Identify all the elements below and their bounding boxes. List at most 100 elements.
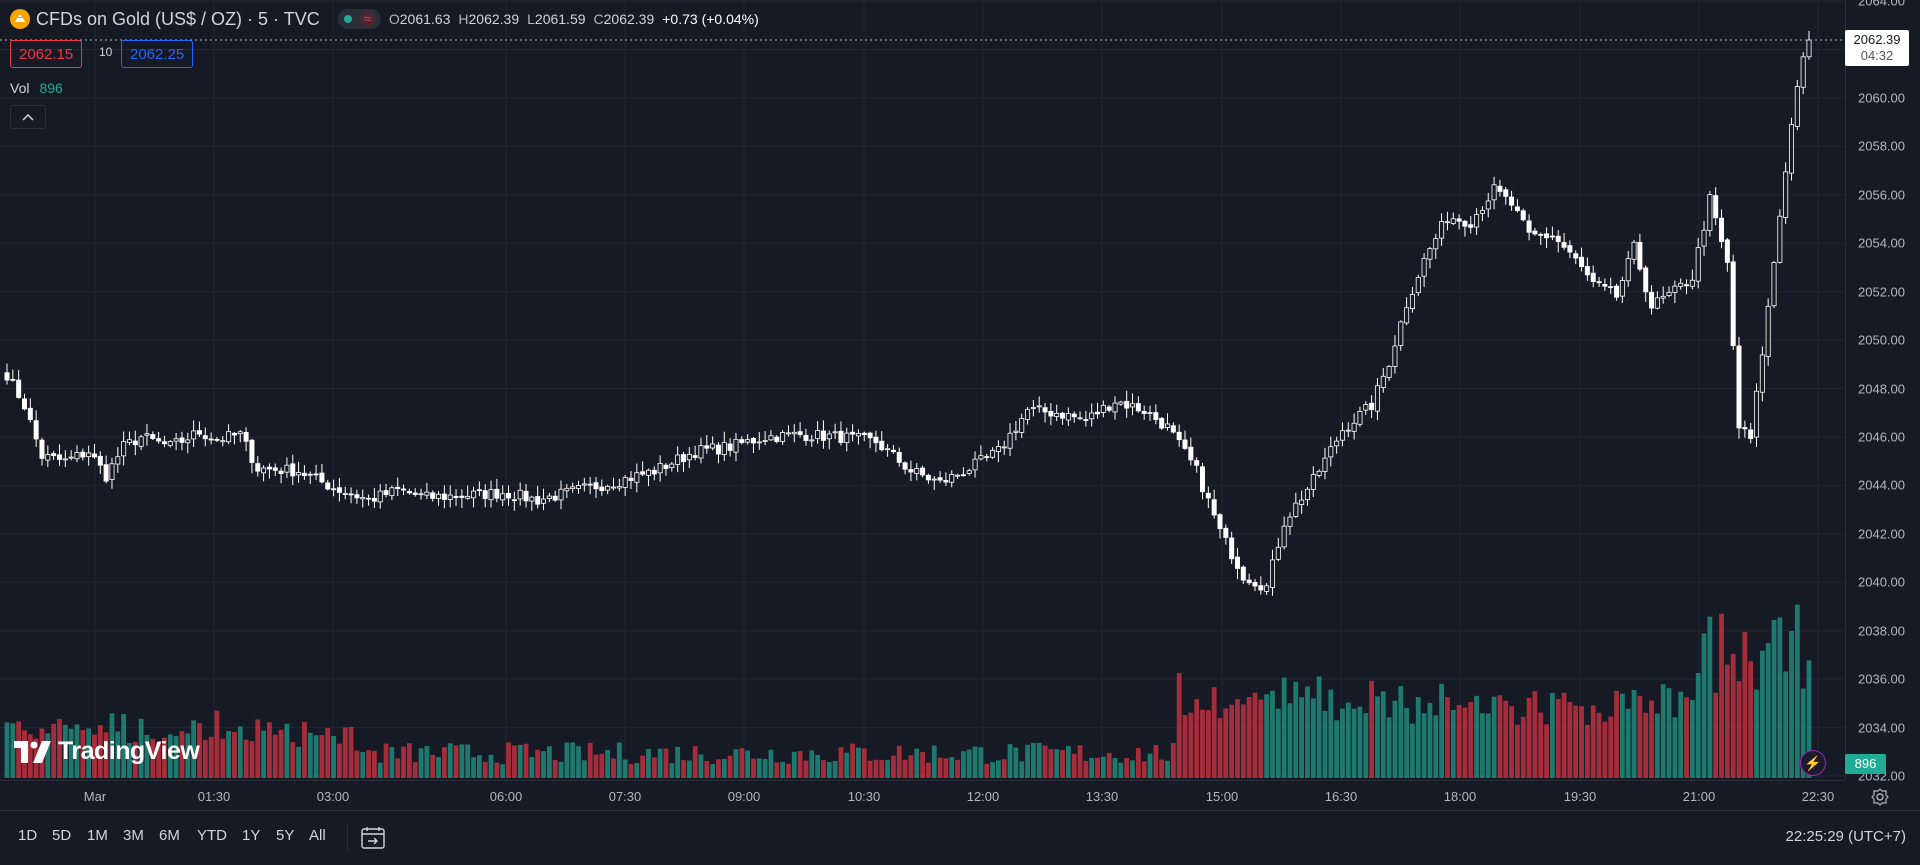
candle-body [680, 454, 686, 463]
volume-bar [249, 741, 255, 778]
candle-body [1614, 285, 1620, 298]
volume-bar [1666, 688, 1672, 778]
chart-pane[interactable]: CFDs on Gold (US$ / OZ) · 5 · TVC ≈ O206… [0, 0, 1845, 780]
price-tick: 2040.00 [1858, 574, 1905, 590]
market-status-pill[interactable]: ≈ [337, 9, 381, 29]
candle-body [1771, 262, 1777, 307]
collapse-legend-button[interactable] [10, 105, 46, 129]
volume-bar [581, 760, 587, 778]
data-delay-icon: ≈ [359, 11, 375, 27]
symbol-title[interactable]: CFDs on Gold (US$ / OZ) · 5 · TVC [36, 8, 320, 29]
buy-button[interactable]: 2062.25 [121, 40, 194, 68]
candle-body [1269, 559, 1275, 588]
volume-bar [1281, 677, 1287, 778]
settings-icon[interactable] [1870, 787, 1890, 807]
candle-body [1794, 86, 1800, 127]
candle-body [1328, 446, 1334, 458]
volume-bar [197, 723, 202, 778]
candle-body [243, 431, 249, 442]
price-tick: 2048.00 [1858, 381, 1905, 396]
candle-body [1374, 385, 1380, 412]
volume-bar [1433, 715, 1439, 778]
volume-bar [1351, 708, 1357, 778]
candle-body [278, 470, 284, 474]
candle-body [1194, 460, 1200, 466]
time-tick: 07:30 [608, 789, 642, 804]
volume-bar [1625, 708, 1631, 778]
volume-bar [529, 757, 535, 778]
candle-body [1468, 224, 1474, 228]
time-axis[interactable]: Mar 01:30 03:00 06:00 07:30 09:00 10:30 12:00 13… [0, 780, 1845, 811]
candle-body [803, 434, 809, 441]
candle-body [1649, 291, 1655, 309]
candle-body [972, 458, 978, 471]
candle-body [1409, 293, 1415, 310]
range-button-6m[interactable]: 6M [159, 827, 180, 844]
volume-bar [389, 747, 395, 778]
candle-body [45, 454, 51, 461]
volume-bar [10, 723, 16, 778]
candle-body [1777, 215, 1783, 263]
candle-body [1030, 407, 1036, 409]
volume-bar [494, 762, 500, 778]
volume-bar [109, 713, 115, 778]
sell-button[interactable]: 2062.15 [10, 40, 83, 68]
candle-body [1608, 286, 1614, 289]
candle-body [1573, 253, 1579, 259]
range-button-ytd[interactable]: YTD [197, 827, 227, 844]
range-button-1m[interactable]: 1M [87, 827, 108, 844]
volume-bar [1345, 702, 1351, 778]
range-button-5y[interactable]: 5Y [276, 827, 295, 844]
chart-canvas[interactable] [0, 0, 1845, 780]
volume-bar [1555, 699, 1561, 778]
tradingview-logo[interactable]: TradingView [14, 737, 200, 766]
range-button-5d[interactable]: 5D [52, 827, 72, 844]
volume-bar [1730, 653, 1736, 778]
chevron-up-icon [22, 113, 34, 121]
candle-body [313, 473, 319, 476]
volume-bar [366, 750, 371, 778]
volume-bar [926, 762, 931, 778]
candle-body [1392, 345, 1398, 367]
volume-bar [1118, 762, 1124, 778]
gold-symbol-icon [10, 9, 30, 29]
lightning-icon[interactable]: ⚡ [1800, 750, 1826, 776]
timezone-clock[interactable]: 22:25:29 (UTC+7) [1785, 828, 1906, 845]
volume-bar [1800, 688, 1806, 778]
volume-bar [891, 755, 896, 778]
volume-bar [1095, 757, 1100, 778]
candle-body [587, 483, 593, 486]
volume-bar [791, 751, 797, 778]
volume-name[interactable]: Vol [10, 80, 30, 96]
volume-bar [1287, 703, 1293, 778]
candle-body [33, 420, 39, 440]
go-to-date-icon[interactable] [360, 825, 386, 851]
volume-bar [844, 752, 850, 778]
volume-bar [1246, 696, 1252, 778]
range-button-1y[interactable]: 1Y [242, 827, 261, 844]
candle-body [1141, 411, 1147, 414]
candle-body [284, 464, 290, 473]
range-button-all[interactable]: All [309, 827, 326, 844]
candle-body [132, 440, 138, 446]
candle-body [774, 436, 780, 442]
volume-bar [1485, 713, 1491, 778]
volume-bar [1480, 713, 1485, 778]
high-label: H [458, 11, 469, 27]
price-axis[interactable]: 2064.002062.002060.002058.002056.002054.… [1845, 0, 1920, 784]
candle-body [1503, 189, 1509, 197]
volume-bar [80, 730, 86, 778]
volume-bar [86, 728, 92, 778]
candle-body [1083, 419, 1089, 421]
volume-bar [156, 742, 162, 778]
volume-bar [342, 727, 348, 778]
candle-body [208, 438, 214, 441]
candle-body [850, 431, 856, 435]
candle-body [1240, 566, 1246, 581]
volume-bar [62, 724, 68, 778]
volume-bar [1170, 743, 1176, 778]
range-button-3m[interactable]: 3M [123, 827, 144, 844]
candle-body [471, 490, 477, 499]
range-button-1d[interactable]: 1D [18, 827, 38, 844]
volume-bar [1724, 664, 1730, 778]
